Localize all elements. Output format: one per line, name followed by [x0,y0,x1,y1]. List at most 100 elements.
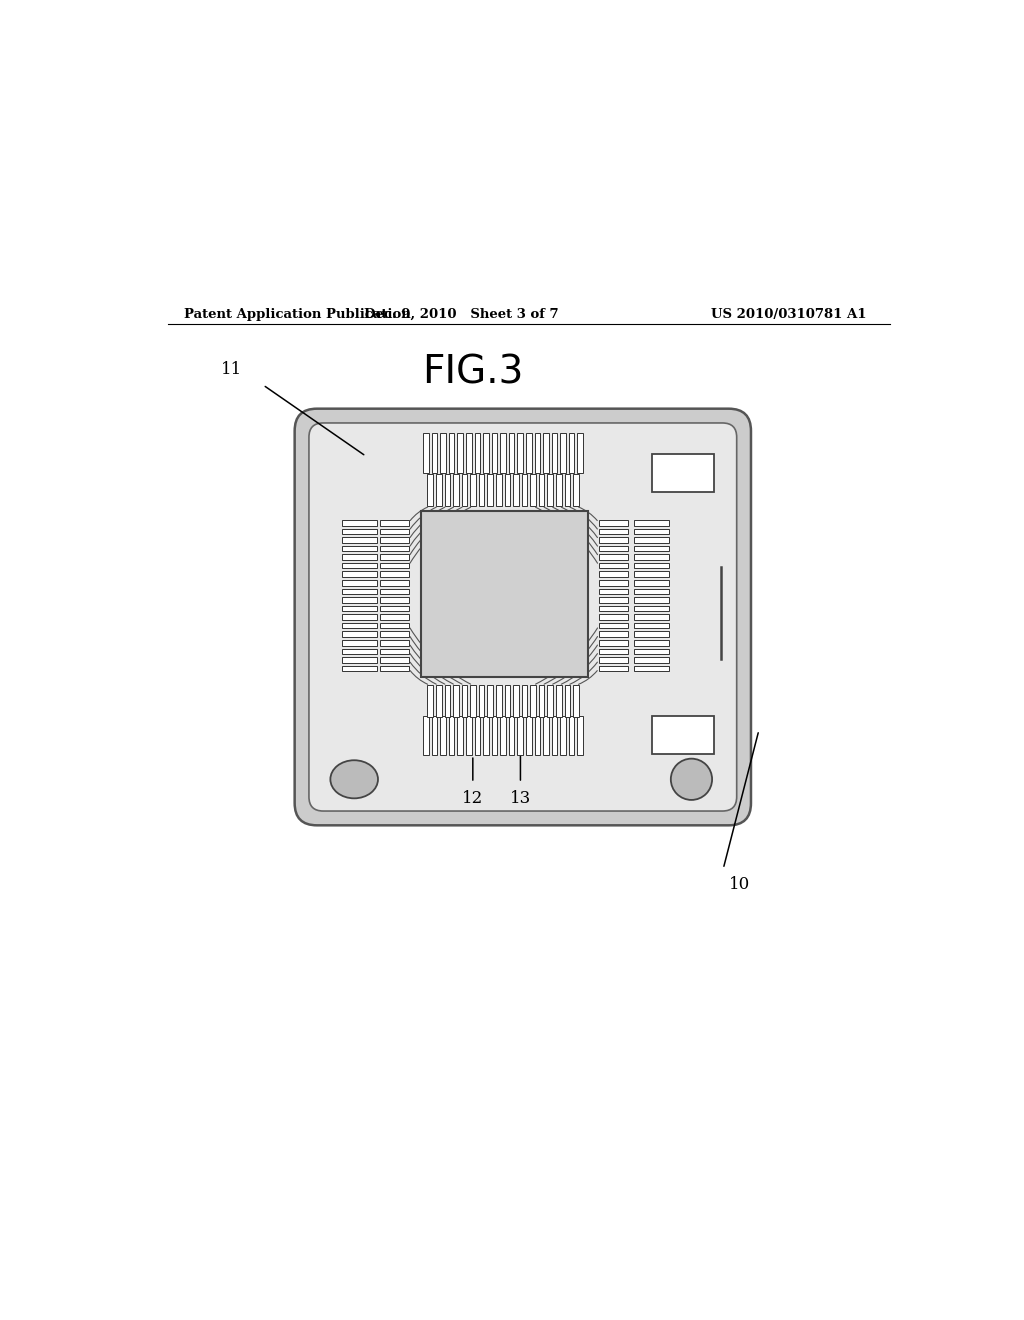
Bar [454,685,459,717]
Bar [599,648,628,655]
Text: 10: 10 [728,876,750,894]
Bar [380,614,409,620]
Bar [530,685,536,717]
Bar [466,433,471,473]
Bar [634,623,669,628]
Bar [427,685,433,717]
Bar [458,715,463,755]
Bar [483,433,488,473]
Bar [634,665,669,672]
Bar [479,685,484,717]
Bar [526,433,531,473]
Bar [342,597,377,603]
Ellipse shape [331,760,378,799]
Bar [599,640,628,645]
Bar [573,474,579,506]
Bar [599,623,628,628]
Bar [573,685,579,717]
Bar [342,606,377,611]
Text: 11: 11 [220,360,242,378]
Bar [599,657,628,663]
Bar [517,433,523,473]
Bar [449,433,455,473]
Bar [454,474,459,506]
Bar [496,685,502,717]
Bar [440,715,445,755]
Bar [599,572,628,577]
Bar [458,433,463,473]
Bar [634,648,669,655]
Bar [634,589,669,594]
Bar [535,433,540,473]
Bar [548,685,553,717]
Bar [380,648,409,655]
Bar [599,631,628,638]
Bar [380,562,409,569]
Bar [509,715,514,755]
Bar [342,554,377,560]
Bar [651,715,714,754]
Bar [651,454,714,492]
Bar [380,572,409,577]
Bar [470,474,476,506]
Text: 13: 13 [510,791,531,808]
Bar [634,537,669,543]
Bar [552,433,557,473]
Bar [342,665,377,672]
Bar [436,685,441,717]
Bar [342,648,377,655]
Bar [496,474,502,506]
Bar [634,528,669,535]
Text: 12: 12 [462,791,483,808]
Bar [569,715,574,755]
Bar [342,657,377,663]
Bar [513,685,519,717]
Bar [548,474,553,506]
Bar [483,715,488,755]
Bar [342,631,377,638]
Bar [462,474,467,506]
Bar [521,474,527,506]
Bar [599,554,628,560]
Bar [599,606,628,611]
Bar [380,545,409,552]
Bar [444,474,451,506]
Bar [634,597,669,603]
Bar [421,511,588,677]
Bar [444,685,451,717]
Bar [634,631,669,638]
Bar [342,623,377,628]
Bar [634,562,669,569]
Bar [380,597,409,603]
Bar [535,715,540,755]
Bar [342,589,377,594]
Bar [564,685,570,717]
Bar [380,665,409,672]
Bar [380,520,409,525]
Bar [505,685,510,717]
Bar [556,474,561,506]
Bar [487,474,493,506]
Bar [578,715,583,755]
Bar [634,520,669,525]
Bar [509,433,514,473]
Bar [380,528,409,535]
Bar [423,433,429,473]
Bar [599,562,628,569]
Bar [380,554,409,560]
Bar [634,606,669,611]
Bar [487,685,493,717]
Bar [440,433,445,473]
Bar [513,474,519,506]
Bar [543,433,549,473]
Bar [599,579,628,586]
Text: Dec. 9, 2010   Sheet 3 of 7: Dec. 9, 2010 Sheet 3 of 7 [364,308,559,321]
Bar [432,433,437,473]
FancyBboxPatch shape [295,409,751,825]
Bar [462,685,467,717]
Bar [634,545,669,552]
Bar [569,433,574,473]
Bar [526,715,531,755]
Bar [634,657,669,663]
Bar [436,474,441,506]
